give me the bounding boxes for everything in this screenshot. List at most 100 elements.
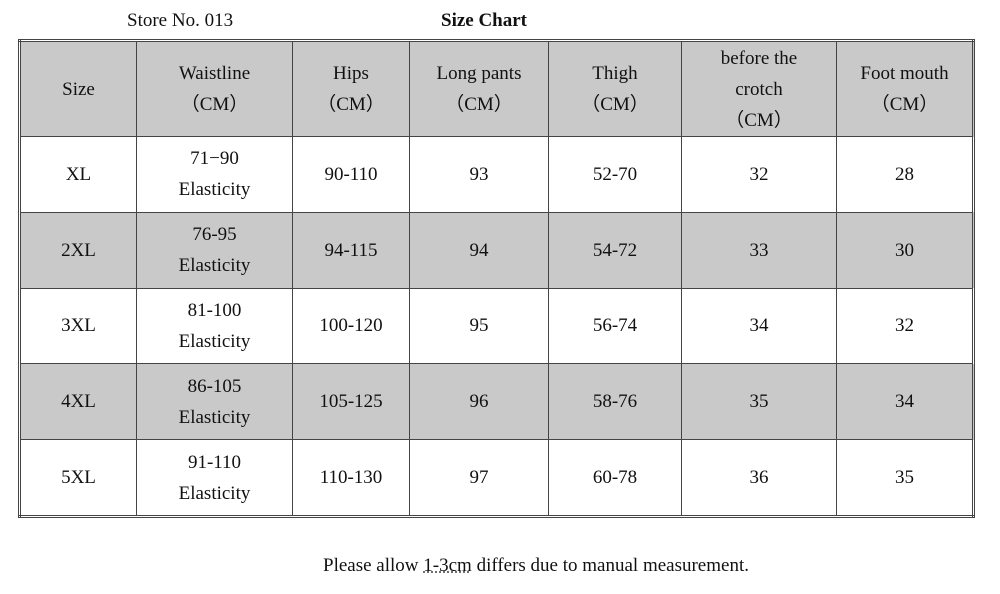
cell-text: 35 — [895, 467, 914, 488]
table-cell: 93 — [409, 136, 549, 213]
table-cell: 60-78 — [548, 439, 682, 517]
cell-line: 81-100 — [187, 299, 242, 321]
cell-text: 34 — [895, 391, 914, 413]
cell-line: Size — [62, 78, 95, 100]
cell-text: 95 — [469, 315, 489, 337]
table-cell: 56-74 — [548, 287, 682, 365]
note: Please allow 1-3cm differs due to manual… — [323, 555, 749, 577]
table-cell: 110-130 — [292, 439, 410, 517]
cell-text: 93 — [469, 163, 489, 185]
table-cell: 91-110 Elasticity — [136, 439, 293, 517]
table-cell: 28 — [836, 136, 974, 213]
cell-text: 58-76 — [592, 391, 638, 413]
table-cell: 81-100 Elasticity — [136, 287, 293, 365]
table-cell: 95 — [409, 287, 549, 365]
cell-text: 4XL — [61, 391, 96, 413]
note-text: differs due to manual measurement. — [471, 555, 749, 576]
cell-text: 94-115 — [324, 239, 378, 261]
note-highlight: 1-3cm — [423, 555, 472, 576]
cell-text: 3XL — [61, 315, 96, 337]
cell-text: 97 — [469, 467, 489, 488]
table-cell: 3XL — [19, 287, 137, 365]
cell-line: （CM） — [870, 94, 939, 115]
cell-text: 110-130 — [319, 467, 383, 488]
cell-line: Long pants — [436, 63, 522, 84]
cell-text: 52-70 — [592, 163, 638, 185]
cell-line: Elasticity — [178, 482, 251, 504]
table-row: 4XL 86-105 Elasticity 105-125 96 58-76 35 34 — [19, 363, 974, 440]
cell-text: 28 — [895, 163, 914, 185]
table-cell: 35 — [681, 363, 837, 440]
cell-text: 54-72 — [592, 239, 638, 261]
cell-text: 94 — [469, 239, 489, 261]
table-cell: 105-125 — [292, 363, 410, 440]
table-cell: 5XL — [19, 439, 137, 517]
note-text: Please allow — [323, 555, 424, 576]
table-cell: 97 — [409, 439, 549, 517]
cell-line: Waistline — [178, 63, 251, 84]
table-row: 5XL 91-110 Elasticity 110-130 97 60-78 36 35 — [19, 439, 974, 517]
table-cell: 35 — [836, 439, 974, 517]
table-cell: 58-76 — [548, 363, 682, 440]
table-cell: 86-105 Elasticity — [136, 363, 293, 440]
cell-line: Elasticity — [178, 330, 251, 352]
cell-line: Elasticity — [178, 406, 251, 428]
cell-line: Foot mouth — [860, 63, 949, 84]
cell-line: 86-105 — [187, 375, 242, 397]
cell-text: 2XL — [61, 239, 96, 261]
cell-line: before the — [720, 47, 798, 69]
cell-text: 5XL — [61, 467, 96, 488]
cell-text: 90-110 — [324, 163, 378, 185]
table-cell: 32 — [681, 136, 837, 213]
table-cell: 33 — [681, 211, 837, 289]
table-cell: XL — [19, 136, 137, 213]
size-table: Size Waistline （CM） Hips （CM） Long pants （CM） T… — [18, 39, 975, 518]
table-cell: 34 — [681, 287, 837, 365]
cell-line: 76-95 — [192, 224, 237, 246]
table-cell: 76-95 Elasticity — [136, 211, 293, 289]
cell-line: Hips — [333, 63, 369, 84]
cell-text: 35 — [749, 391, 769, 413]
table-cell: 94 — [409, 211, 549, 289]
header-row: Size Waistline （CM） Hips （CM） Long pants （CM） T… — [19, 40, 974, 137]
table-cell: 34 — [836, 363, 974, 440]
table-cell: 90-110 — [292, 136, 410, 213]
cell-text: 96 — [469, 391, 489, 413]
cell-text: 105-125 — [319, 391, 383, 413]
header-cell: Foot mouth （CM） — [836, 40, 974, 137]
cell-line: （CM） — [445, 94, 513, 115]
cell-line: Elasticity — [178, 255, 251, 277]
header-cell: Thigh （CM） — [548, 40, 682, 137]
cell-text: 32 — [749, 163, 769, 185]
chart-title: Size Chart — [441, 10, 528, 31]
cell-line: （CM） — [725, 109, 793, 131]
header-cell: Hips （CM） — [292, 40, 410, 137]
cell-line: （CM） — [317, 94, 385, 115]
cell-text: XL — [65, 163, 92, 185]
table-cell: 4XL — [19, 363, 137, 440]
header-cell: before the crotch （CM） — [681, 40, 837, 137]
table-cell: 2XL — [19, 211, 137, 289]
cell-text: 33 — [749, 239, 769, 261]
cell-text: 36 — [749, 467, 769, 488]
table-cell: 94-115 — [292, 211, 410, 289]
table-cell: 96 — [409, 363, 549, 440]
table-cell: 32 — [836, 287, 974, 365]
table-body: XL 71−90 Elasticity 90-110 93 52-70 32 28 2XL 76-… — [19, 136, 974, 517]
table-cell: 71−90 Elasticity — [136, 136, 293, 213]
cell-line: （CM） — [581, 94, 649, 115]
table-row: 2XL 76-95 Elasticity 94-115 94 54-72 33 30 — [19, 211, 974, 289]
cell-text: 32 — [895, 315, 914, 337]
store-number: Store No. 013 — [127, 10, 234, 31]
table-cell: 36 — [681, 439, 837, 517]
cell-text: 30 — [895, 239, 914, 261]
header-cell: Waistline （CM） — [136, 40, 293, 137]
table-row: XL 71−90 Elasticity 90-110 93 52-70 32 28 — [19, 136, 974, 213]
cell-text: 100-120 — [319, 315, 383, 337]
cell-text: 34 — [749, 315, 769, 337]
table-cell: 54-72 — [548, 211, 682, 289]
table-cell: 100-120 — [292, 287, 410, 365]
header-cell: Long pants （CM） — [409, 40, 549, 137]
cell-line: 91-110 — [187, 451, 242, 473]
